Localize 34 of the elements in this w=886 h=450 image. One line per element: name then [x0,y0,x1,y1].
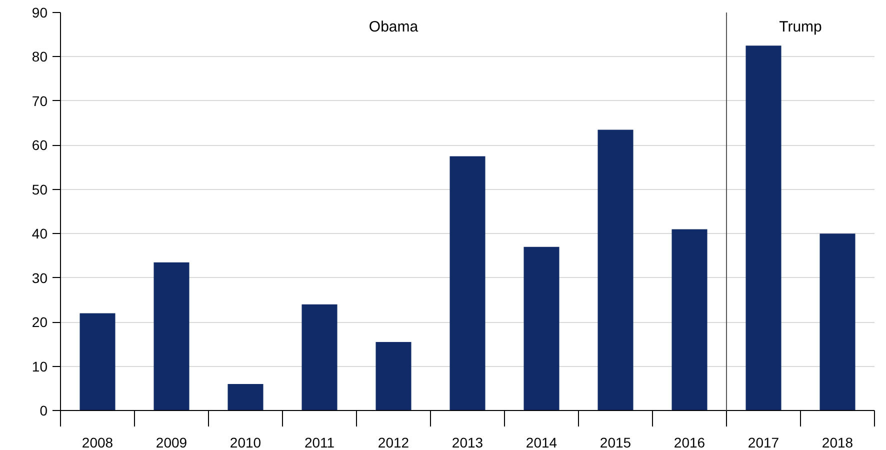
bar [80,313,116,410]
bar [746,46,782,410]
x-tick-label: 2013 [452,434,484,450]
y-tick-label: 0 [40,402,48,418]
bar [820,234,856,410]
bar [302,304,338,410]
y-tick-label: 30 [32,270,48,286]
annotation: Obama [368,18,419,36]
y-tick-label: 20 [32,314,48,330]
annotation: Trump [779,18,822,36]
bar [376,342,412,410]
x-tick-label: 2012 [378,434,410,450]
x-tick-label: 2016 [674,434,706,450]
x-tick-label: 2018 [822,434,854,450]
y-tick-label: 80 [32,48,48,65]
x-tick-label: 2017 [748,434,780,450]
x-tick-label: 2011 [304,434,335,450]
x-tick-label: 2009 [156,434,188,450]
y-tick-label: 10 [32,358,48,374]
x-tick-label: 2010 [230,434,262,450]
y-tick-label: 90 [32,4,48,20]
bar [598,130,634,410]
bar [672,229,708,410]
x-tick-label: 2014 [526,434,558,450]
x-tick-label: 2008 [82,434,114,450]
y-tick-label: 60 [32,137,48,154]
y-tick-label: 50 [32,181,48,198]
y-tick-label: 40 [32,226,48,242]
y-tick-label: 70 [32,92,48,109]
bar [524,246,560,410]
bar [228,384,264,410]
x-tick-label: 2015 [600,434,632,450]
bar [154,262,190,410]
bar [450,156,486,410]
